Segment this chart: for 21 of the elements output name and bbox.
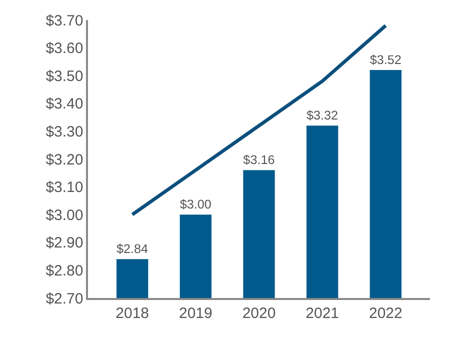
y-tick-label: $2.70 [46,290,84,308]
data-label: $3.00 [180,197,212,212]
data-label: $3.32 [306,108,338,122]
y-tick-label: $2.90 [46,234,84,252]
data-label: $3.52 [370,52,402,67]
x-tick-label: 2018 [116,304,150,322]
y-tick-label: $3.60 [46,40,84,58]
y-tick-label: $3.50 [46,68,84,85]
y-tick-label: $2.80 [46,262,84,280]
data-label: $3.16 [243,152,275,167]
y-tick-label: $3.30 [46,123,84,140]
data-label: $2.84 [116,242,148,256]
y-tick-label: $3.10 [46,179,84,196]
x-tick-label: 2022 [368,304,402,322]
x-tick-label: 2020 [242,304,276,322]
x-tick-label: 2019 [178,304,212,322]
y-tick-label: $3.40 [46,96,84,113]
y-tick-label: $3.70 [46,12,84,30]
y-tick-label: $3.00 [46,206,84,224]
x-tick-label: 2021 [306,304,340,322]
y-tick-label: $3.20 [46,151,84,168]
